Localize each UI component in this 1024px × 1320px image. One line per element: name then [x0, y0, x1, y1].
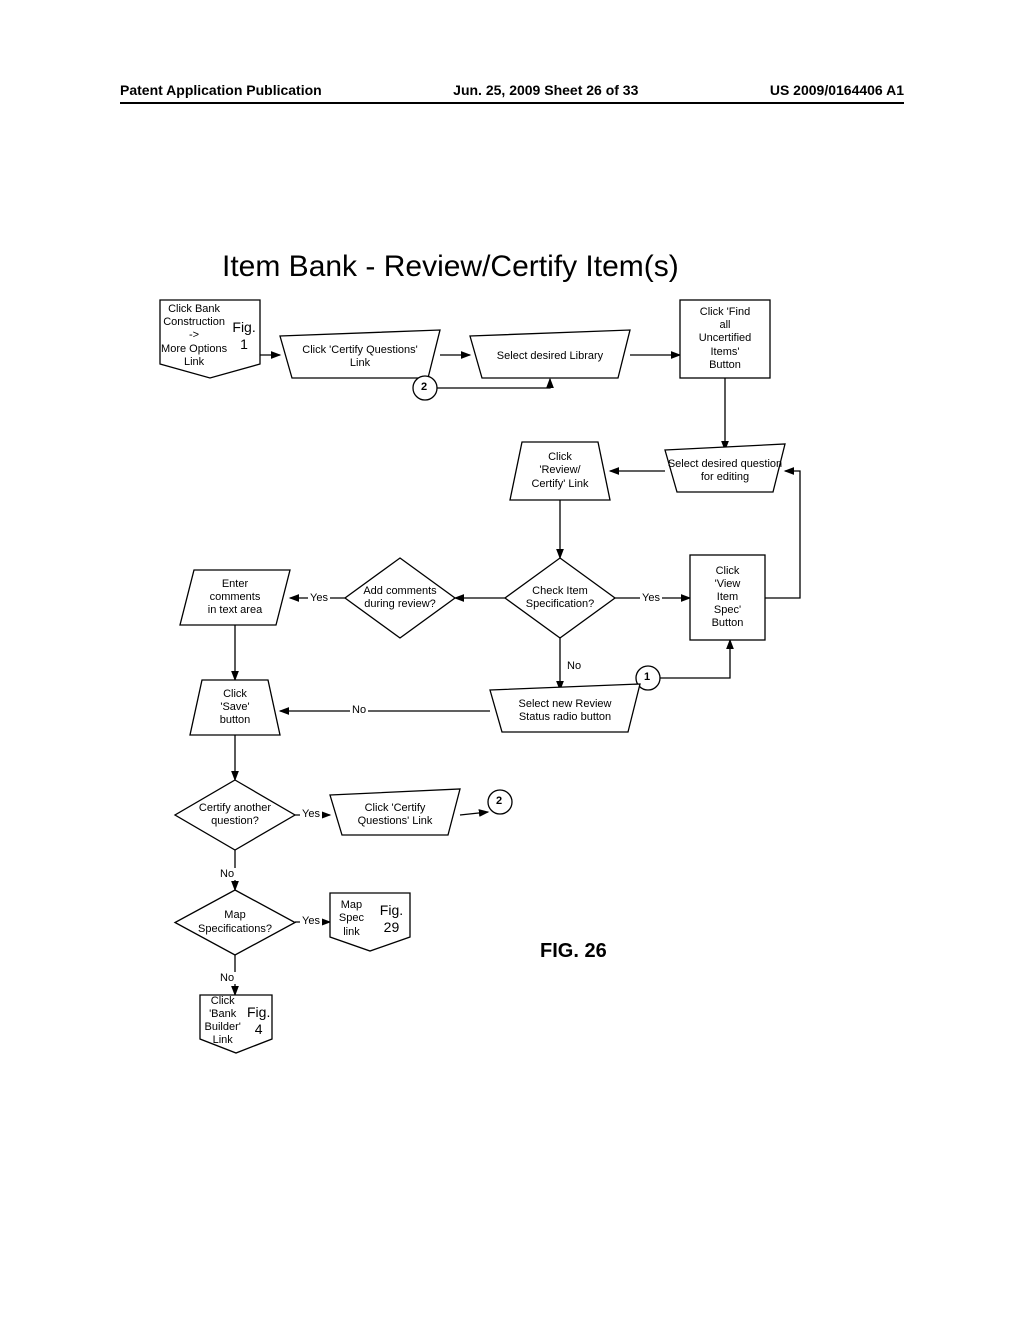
page: Patent Application Publication Jun. 25, …	[0, 0, 1024, 1320]
connector-label: 1	[644, 671, 650, 683]
edge-label: No	[565, 660, 583, 672]
edge-label: No	[218, 868, 236, 880]
edge-label: No	[218, 972, 236, 984]
edge-label: No	[350, 704, 368, 716]
connector-label: 2	[496, 795, 502, 807]
edge-label: Yes	[640, 592, 662, 604]
edge-label: Yes	[300, 808, 322, 820]
edge-label: Yes	[308, 592, 330, 604]
edge-label: Yes	[300, 915, 322, 927]
connector-label: 2	[421, 381, 427, 393]
flowchart-svg	[0, 0, 1024, 1320]
